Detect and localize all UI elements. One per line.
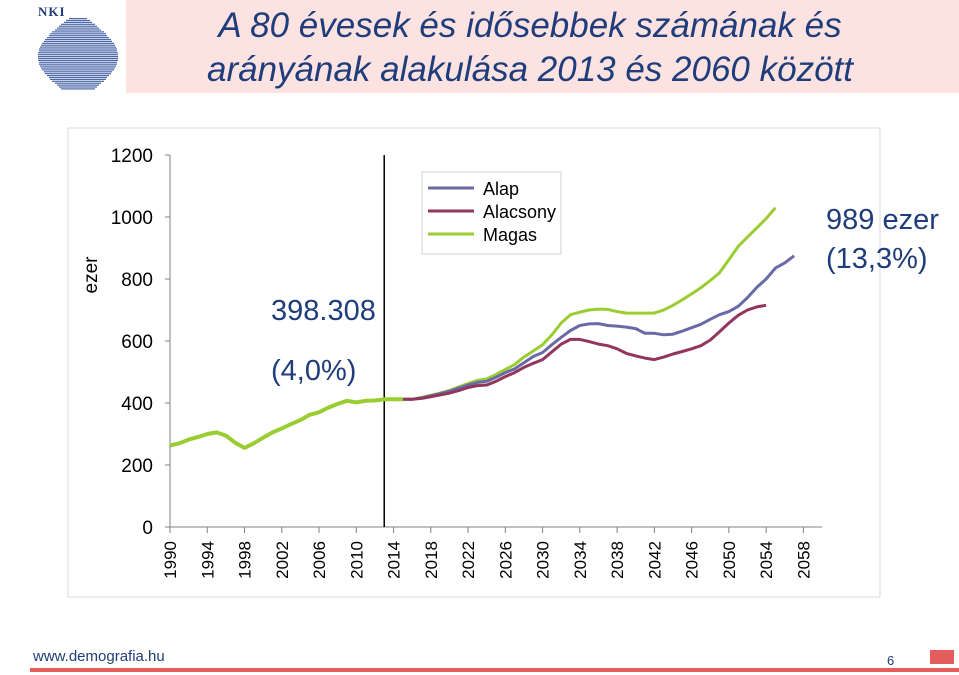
logo-bar xyxy=(38,56,118,58)
x-tick-label: 1994 xyxy=(198,541,217,579)
y-tick-label: 1000 xyxy=(111,208,153,229)
logo-bar xyxy=(38,54,118,56)
logo-bar xyxy=(38,52,118,54)
annotation-2060-value: 989 ezer xyxy=(826,204,939,236)
annotation-2013-value: 398.308 xyxy=(271,295,376,327)
logo-bar xyxy=(42,69,114,71)
logo-bar xyxy=(57,84,99,86)
logo-bar xyxy=(52,31,104,33)
footer-url[interactable]: www.demografia.hu xyxy=(33,648,165,665)
logo-bar xyxy=(39,50,117,52)
x-tick-label: 2058 xyxy=(794,541,813,579)
x-tick-label: 2050 xyxy=(720,541,739,579)
logo-bar xyxy=(45,73,111,75)
legend-box xyxy=(421,171,562,255)
logo-bar xyxy=(41,67,115,69)
population-pyramid-logo-icon xyxy=(30,0,126,93)
logo-bar xyxy=(47,75,109,77)
logo-bar xyxy=(47,37,109,39)
logo-bar xyxy=(40,46,116,48)
header-band xyxy=(30,0,959,93)
logo-bar xyxy=(41,44,115,46)
slide-title: A 80 évesek és idősebbek számának és ará… xyxy=(150,4,910,92)
legend-label-alacsony: Alacsony xyxy=(483,202,556,222)
page-mark xyxy=(930,650,954,664)
logo-bar xyxy=(38,57,118,60)
logo-bar xyxy=(39,61,117,63)
logo-bar xyxy=(61,23,95,25)
annotation-2013-pct: (4,0%) xyxy=(271,355,356,387)
logo-bar xyxy=(55,29,101,31)
y-tick-label: 200 xyxy=(121,456,153,477)
x-tick-label: 2030 xyxy=(534,541,553,579)
logo-bar xyxy=(64,21,92,23)
y-tick-label: 600 xyxy=(121,332,153,353)
logo-bar xyxy=(49,76,107,79)
x-tick-label: 2034 xyxy=(571,541,590,579)
logo-bar xyxy=(44,40,112,42)
x-tick-label: 2038 xyxy=(608,541,627,579)
x-tick-label: 2046 xyxy=(683,541,702,579)
logo-bar xyxy=(59,25,97,27)
series-line-alap xyxy=(402,254,796,401)
logo-bar xyxy=(50,78,106,80)
line-chart: 0 200 400 600 800 1000 1200 ezer 1990 1994 1998 200… xyxy=(67,127,939,598)
logo-bar xyxy=(50,33,106,35)
logo-bar xyxy=(44,71,112,73)
logo-bar xyxy=(38,59,118,61)
logo-bar xyxy=(66,19,90,22)
footer-bar xyxy=(30,668,959,672)
logo-bar xyxy=(39,48,117,50)
legend-label-alap: Alap xyxy=(483,179,519,199)
y-tick-label: 400 xyxy=(121,394,153,415)
logo-bar xyxy=(49,35,107,37)
logo-bar xyxy=(57,27,99,29)
x-tick-label: 2014 xyxy=(385,541,404,579)
logo-bar xyxy=(55,82,101,84)
history-line xyxy=(169,397,403,450)
x-tick-label: 1998 xyxy=(236,541,255,579)
y-tick-label: 1200 xyxy=(111,146,153,167)
logo-bar xyxy=(45,38,111,41)
x-tick-label: 2022 xyxy=(459,541,478,579)
page-number: 6 xyxy=(887,653,895,668)
logo-bar xyxy=(59,86,97,88)
logo-bar xyxy=(39,63,117,65)
x-tick-label: 2026 xyxy=(496,541,515,579)
x-tick-label: 2018 xyxy=(422,541,441,579)
x-tick-label: 2054 xyxy=(757,541,776,579)
nki-logo: NKI xyxy=(30,0,126,93)
x-tick-label: 2002 xyxy=(273,541,292,579)
logo-bar xyxy=(52,80,104,82)
legend-label-magas: Magas xyxy=(483,225,537,245)
y-tick-label: 0 xyxy=(142,518,153,539)
logo-bar xyxy=(42,42,114,44)
series-line-alacsony xyxy=(402,303,767,401)
x-tick-label: 2042 xyxy=(645,541,664,579)
logo-bar xyxy=(61,88,95,90)
plot-frame xyxy=(67,127,881,598)
logo-bar xyxy=(69,18,87,20)
x-tick-label: 2006 xyxy=(310,541,329,579)
x-tick-label: 2010 xyxy=(347,541,366,579)
x-tick-label: 1990 xyxy=(161,541,180,579)
y-tick-label: 800 xyxy=(121,270,153,291)
title-line-2: arányának alakulása 2013 és 2060 között xyxy=(206,50,853,89)
logo-text: NKI xyxy=(38,4,66,19)
annotation-2060-pct: (13,3%) xyxy=(826,243,928,275)
title-line-1: A 80 évesek és idősebbek számának és xyxy=(218,6,842,45)
y-axis-title: ezer xyxy=(81,256,102,294)
logo-bar xyxy=(40,65,116,67)
